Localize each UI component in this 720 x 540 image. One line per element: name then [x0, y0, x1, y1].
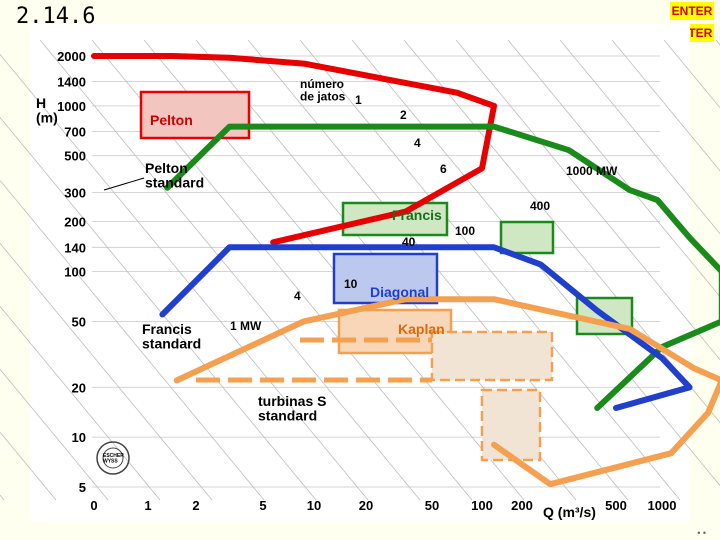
diagonal-envelope-line	[159, 244, 693, 411]
jets-label-0: 1	[355, 93, 362, 107]
pelton-standard-pointer	[103, 177, 145, 191]
jets-header-label: número de jatos	[300, 77, 346, 104]
y-tick-label-11: 10	[72, 430, 86, 445]
grid-line-diag-13	[299, 39, 681, 501]
x-tick-label-4: 10	[307, 498, 321, 513]
y-tick-label-4: 500	[64, 149, 86, 164]
grid-line-diag-7	[0, 53, 369, 501]
x-tick-label-8: 200	[511, 498, 533, 513]
x-tick-label-2: 2	[192, 498, 199, 513]
y-tick-label-7: 140	[64, 240, 86, 255]
grid-line-diag-6	[0, 116, 317, 501]
grid-line-diag-4	[0, 242, 213, 501]
power-label-0: 1000 MW	[566, 164, 618, 178]
y-tick-label-6: 200	[64, 215, 86, 230]
grid-line-diag-2	[0, 368, 109, 501]
grid-line-diag-17	[507, 39, 720, 298]
y-tick-label-0: 2000	[57, 49, 86, 64]
kaplan-envelope-line	[173, 296, 720, 488]
x-tick-label-3: 5	[259, 498, 266, 513]
y-tick-label-8: 100	[64, 265, 86, 280]
s-turbine-box	[430, 330, 554, 382]
y-tick-label-1: 1400	[57, 75, 86, 90]
grid-line-diag-15	[403, 39, 720, 424]
x-tick-label-6: 50	[425, 498, 439, 513]
grid-line-diag-18	[559, 39, 720, 235]
power-label-3: 40	[402, 235, 416, 249]
francis-standard-label: Francis standard	[142, 321, 201, 352]
power-label-2: 100	[455, 224, 475, 238]
chart-labels: Pelton Francis Diagonal Kaplan número de jato…	[96, 77, 618, 475]
x-tick-label-1: 1	[144, 498, 151, 513]
power-label-6: 1 MW	[230, 319, 262, 333]
y-tick-label-5: 300	[64, 185, 86, 200]
diagonal-box	[332, 252, 439, 305]
jets-label-1: 2	[400, 108, 407, 122]
diagonal-label: Diagonal	[370, 284, 429, 300]
grid-line-diag-19	[611, 39, 720, 172]
x-tick-label-7: 100	[471, 498, 493, 513]
y-tick-label-3: 700	[64, 125, 86, 140]
kaplan-label: Kaplan	[398, 321, 445, 337]
grid-line-diag-14	[351, 39, 720, 487]
x-tick-label-0: 0	[90, 498, 97, 513]
enter-button-1[interactable]: ENTER	[670, 2, 714, 20]
francis-envelope-line	[164, 123, 720, 411]
pelton-standard-label: Pelton standard	[145, 160, 204, 191]
corner-mark: • •	[697, 528, 706, 538]
pelton-label: Pelton	[150, 112, 193, 128]
x-axis-label: Q (m³/s)	[543, 504, 596, 520]
francis-box	[341, 201, 449, 237]
x-tick-label-9: 500	[605, 498, 627, 513]
power-label-1: 400	[530, 199, 550, 213]
escher-wyss-logo	[96, 441, 130, 475]
francis-label: Francis	[392, 207, 442, 223]
jets-label-2: 4	[414, 136, 421, 150]
pelton-box	[139, 90, 251, 140]
francis-box-2	[499, 220, 555, 255]
y-tick-label-9: 50	[72, 314, 86, 329]
pelton-envelope-line	[91, 53, 497, 246]
escher-wyss-logo-ring	[102, 447, 124, 469]
grid-line-diag-3	[0, 305, 161, 501]
grid-line-diag-5	[0, 179, 265, 501]
grid-line-diag-0	[0, 494, 5, 501]
escher-wyss-logo-text: ESCHER WYSS	[103, 453, 124, 464]
y-tick-label-10: 20	[72, 380, 86, 395]
x-tick-label-10: 1000	[648, 498, 677, 513]
y-axis-label: H (m)	[36, 95, 58, 126]
power-label-5: 4	[294, 289, 301, 303]
turbine-boxes	[139, 90, 634, 462]
y-tick-label-12: 5	[79, 480, 86, 495]
x-tick-label-5: 20	[359, 498, 373, 513]
power-label-4: 10	[344, 277, 358, 291]
series-lines	[91, 53, 720, 488]
grid-line-diag-16	[455, 39, 720, 361]
y-tick-label-2: 1000	[57, 99, 86, 114]
grid-line-diag-8	[39, 39, 421, 501]
s-turbine-box-2	[480, 388, 542, 462]
jets-label-3: 6	[440, 162, 447, 176]
